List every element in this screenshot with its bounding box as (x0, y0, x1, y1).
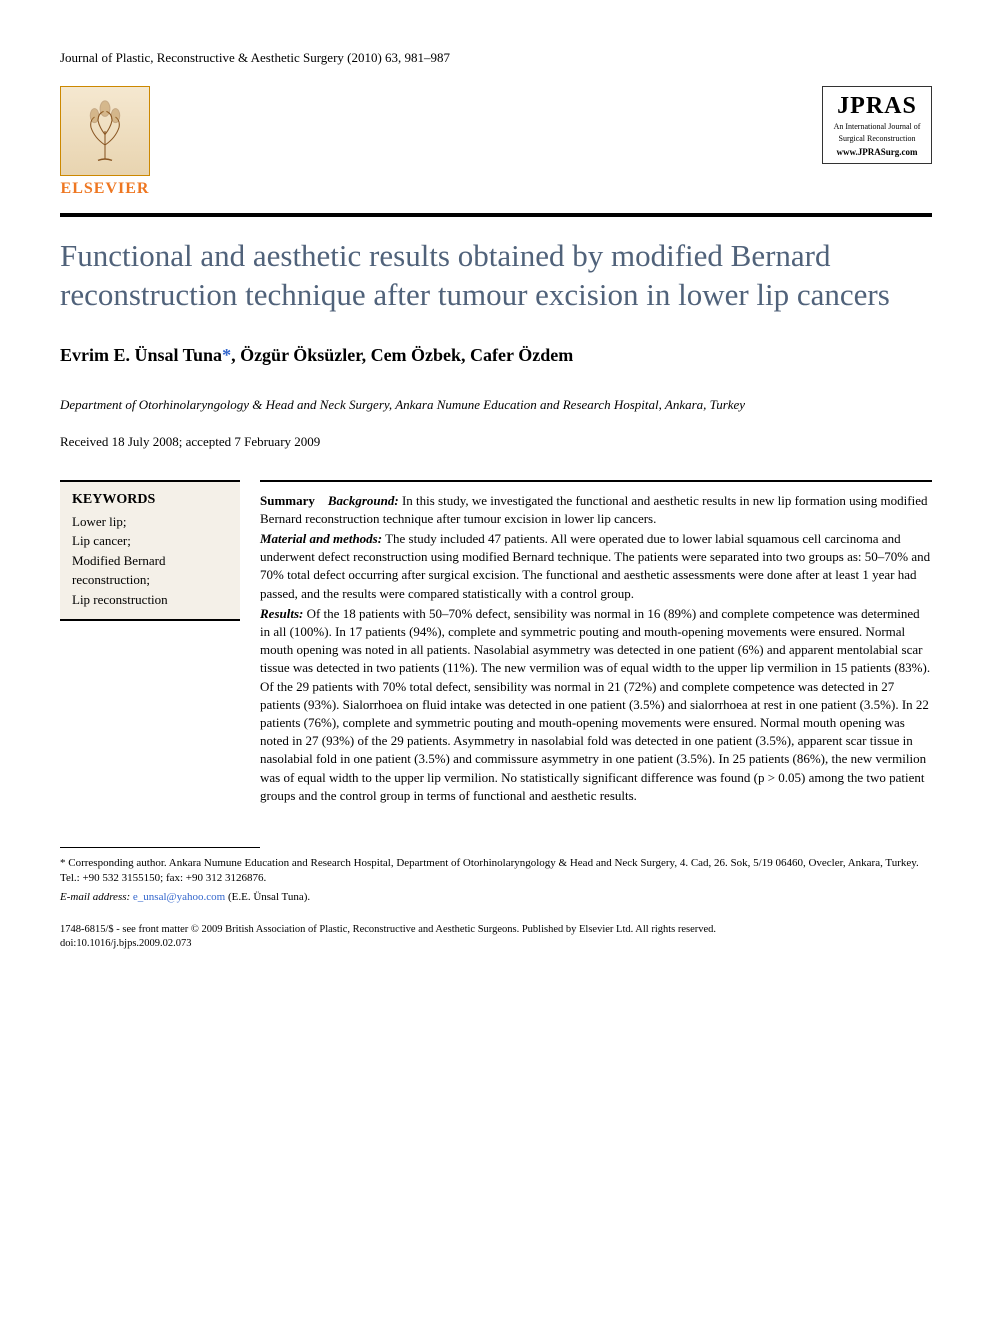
jpras-logo: JPRAS An International Journal of Surgic… (822, 86, 932, 164)
corresponding-author: * Corresponding author. Ankara Numune Ed… (60, 856, 932, 887)
affiliation: Department of Otorhinolaryngology & Head… (60, 396, 932, 414)
email-address[interactable]: e_unsal@yahoo.com (133, 891, 225, 903)
jpras-subtitle-1: An International Journal of (829, 122, 925, 132)
logo-row: ELSEVIER JPRAS An International Journal … (60, 86, 932, 198)
jpras-url: www.JPRASurg.com (829, 147, 925, 157)
jpras-subtitle-2: Surgical Reconstruction (829, 134, 925, 144)
copyright-line1: 1748-6815/$ - see front matter © 2009 Br… (60, 923, 932, 938)
elsevier-name: ELSEVIER (61, 180, 150, 198)
keywords-heading: KEYWORDS (72, 492, 228, 508)
email-suffix: (E.E. Ünsal Tuna). (225, 891, 310, 903)
background-label: Background: (328, 493, 399, 508)
copyright-line2: doi:10.1016/j.bjps.2009.02.073 (60, 937, 932, 952)
elsevier-tree-icon (60, 86, 150, 176)
article-title: Functional and aesthetic results obtaine… (60, 237, 932, 315)
summary-methods: Material and methods: The study included… (260, 530, 932, 603)
title-divider (60, 213, 932, 217)
article-dates: Received 18 July 2008; accepted 7 Februa… (60, 434, 932, 450)
author-list: Evrim E. Ünsal Tuna*, Özgür Öksüzler, Ce… (60, 345, 932, 366)
results-text: Of the 18 patients with 50–70% defect, s… (260, 606, 930, 803)
keywords-box: KEYWORDS Lower lip;Lip cancer;Modified B… (60, 480, 240, 622)
summary-background: Summary Background: In this study, we in… (260, 492, 932, 528)
results-label: Results: (260, 606, 303, 621)
email-line: E-mail address: e_unsal@yahoo.com (E.E. … (60, 891, 932, 903)
keywords-list: Lower lip;Lip cancer;Modified Bernard re… (72, 512, 228, 610)
elsevier-logo: ELSEVIER (60, 86, 150, 198)
footnote-rule (60, 847, 260, 848)
summary-results: Results: Of the 18 patients with 50–70% … (260, 605, 932, 805)
jpras-acronym: JPRAS (829, 93, 925, 120)
journal-citation: Journal of Plastic, Reconstructive & Aes… (60, 50, 932, 66)
summary-label: Summary (260, 493, 315, 508)
methods-label: Material and methods: (260, 531, 382, 546)
email-label: E-mail address: (60, 891, 133, 903)
copyright-block: 1748-6815/$ - see front matter © 2009 Br… (60, 923, 932, 952)
summary-column: Summary Background: In this study, we in… (260, 480, 932, 807)
content-row: KEYWORDS Lower lip;Lip cancer;Modified B… (60, 480, 932, 807)
